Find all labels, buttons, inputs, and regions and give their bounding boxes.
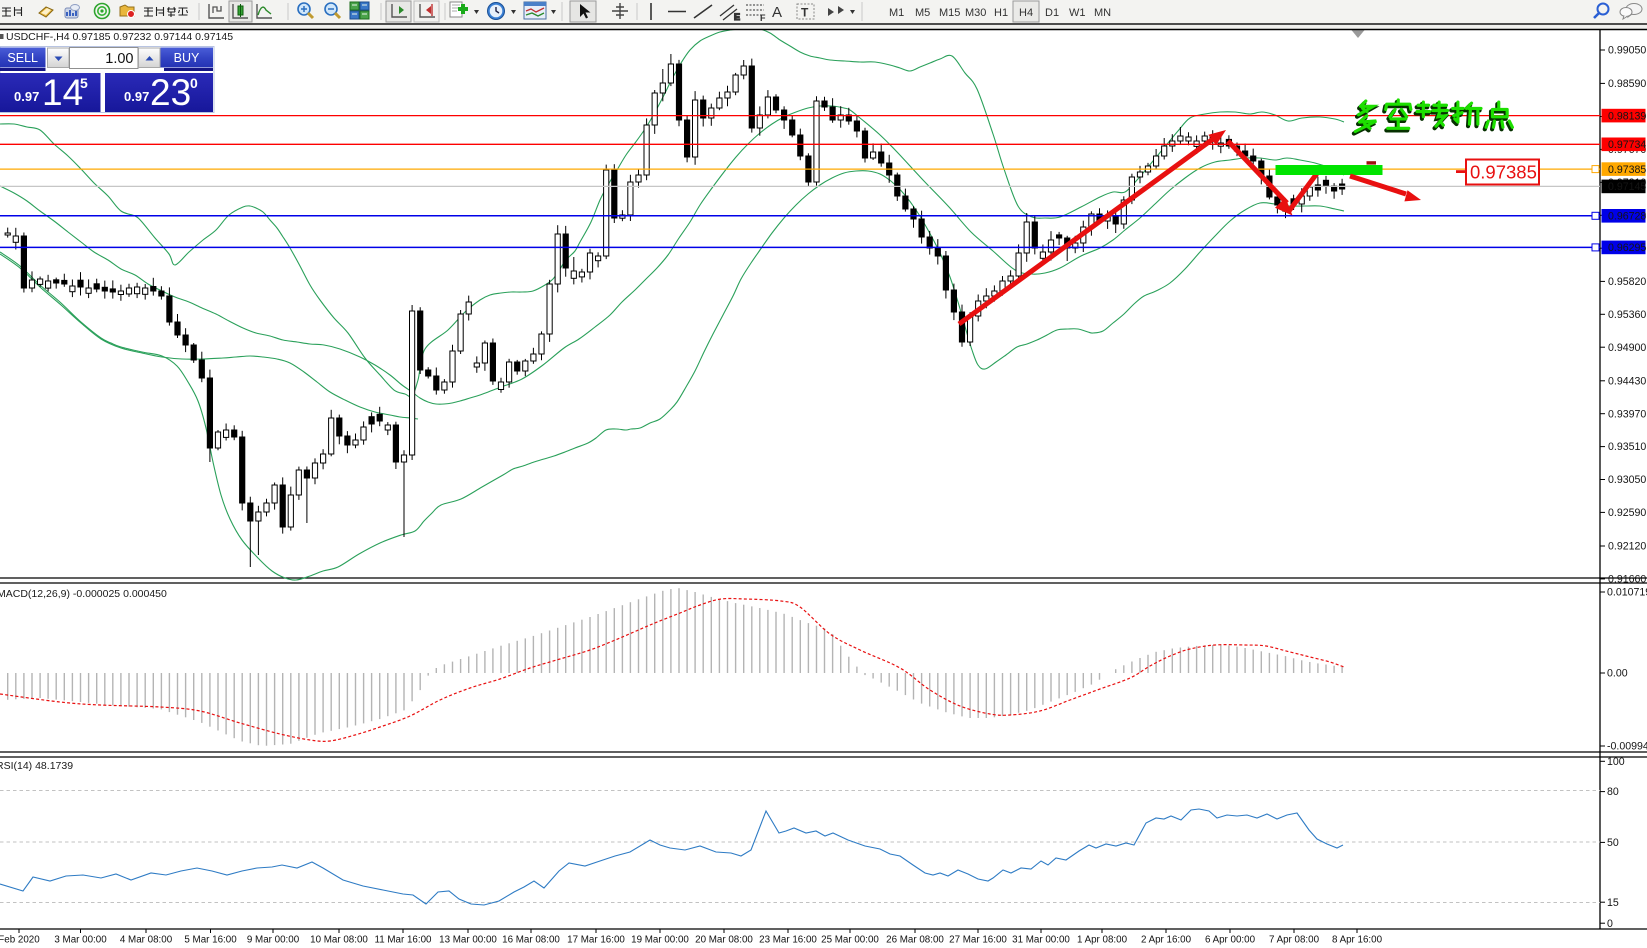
- svg-text:W1: W1: [1069, 7, 1086, 19]
- svg-text:23: 23: [150, 72, 191, 113]
- svg-text:5 Mar 16:00: 5 Mar 16:00: [184, 935, 237, 946]
- svg-text:20 Mar 08:00: 20 Mar 08:00: [695, 935, 753, 946]
- svg-text:0.95820: 0.95820: [1608, 276, 1646, 288]
- svg-text:0.94900: 0.94900: [1608, 342, 1646, 354]
- svg-text:0.97385: 0.97385: [1608, 164, 1646, 176]
- svg-text:14: 14: [42, 72, 83, 113]
- svg-text:0.92120: 0.92120: [1608, 541, 1646, 553]
- svg-text:0.91660: 0.91660: [1608, 574, 1646, 586]
- svg-text:0.94430: 0.94430: [1608, 375, 1646, 387]
- svg-text:15: 15: [1607, 897, 1619, 909]
- svg-text:100: 100: [1607, 756, 1625, 768]
- svg-text:0.98590: 0.98590: [1608, 78, 1646, 90]
- svg-text:0.98139: 0.98139: [1608, 110, 1646, 122]
- svg-text:50: 50: [1607, 837, 1619, 849]
- svg-text:0.96728: 0.96728: [1608, 211, 1646, 223]
- svg-text:0.92590: 0.92590: [1608, 507, 1646, 519]
- svg-text:0.010719: 0.010719: [1607, 587, 1647, 599]
- svg-text:M15: M15: [939, 7, 960, 19]
- svg-text:10 Mar 08:00: 10 Mar 08:00: [310, 935, 368, 946]
- svg-text:1 Apr 08:00: 1 Apr 08:00: [1077, 935, 1128, 946]
- svg-text:A: A: [772, 4, 782, 21]
- svg-text:80: 80: [1607, 786, 1619, 798]
- svg-text:17 Mar 16:00: 17 Mar 16:00: [567, 935, 625, 946]
- svg-text:25 Mar 00:00: 25 Mar 00:00: [821, 935, 879, 946]
- svg-text:0.97734: 0.97734: [1608, 139, 1646, 151]
- svg-text:0.93970: 0.93970: [1608, 408, 1646, 420]
- svg-text:0: 0: [190, 75, 198, 91]
- svg-text:0.97385: 0.97385: [1470, 162, 1537, 183]
- svg-text:0.93050: 0.93050: [1608, 474, 1646, 486]
- svg-text:MN: MN: [1094, 7, 1111, 19]
- svg-text:27 Mar 16:00: 27 Mar 16:00: [949, 935, 1007, 946]
- svg-text:RSI(14) 48.1739: RSI(14) 48.1739: [0, 760, 73, 772]
- svg-text:M5: M5: [915, 7, 930, 19]
- svg-text:M30: M30: [965, 7, 986, 19]
- svg-text:3 Mar 00:00: 3 Mar 00:00: [54, 935, 107, 946]
- svg-text:SELL: SELL: [7, 51, 38, 65]
- svg-text:M1: M1: [889, 7, 904, 19]
- svg-text:0.97145: 0.97145: [1608, 181, 1646, 193]
- svg-text:T: T: [801, 6, 809, 20]
- svg-text:7 Apr 08:00: 7 Apr 08:00: [1269, 935, 1320, 946]
- svg-text:31 Mar 00:00: 31 Mar 00:00: [1012, 935, 1070, 946]
- svg-text:D1: D1: [1045, 7, 1059, 19]
- svg-text:Feb 2020: Feb 2020: [0, 935, 40, 946]
- svg-text:16 Mar 08:00: 16 Mar 08:00: [502, 935, 560, 946]
- svg-text:13 Mar 00:00: 13 Mar 00:00: [439, 935, 497, 946]
- svg-text:23 Mar 16:00: 23 Mar 16:00: [759, 935, 817, 946]
- svg-text:H4: H4: [1019, 7, 1033, 19]
- svg-text:E: E: [734, 12, 740, 22]
- svg-text:MACD(12,26,9) -0.000025 0.0004: MACD(12,26,9) -0.000025 0.000450: [0, 588, 167, 600]
- svg-text:0: 0: [1607, 918, 1613, 930]
- svg-text:5: 5: [80, 75, 88, 91]
- svg-text:0.99050: 0.99050: [1608, 45, 1646, 57]
- svg-text:F: F: [760, 13, 766, 23]
- svg-text:0.95360: 0.95360: [1608, 309, 1646, 321]
- svg-text:11 Mar 16:00: 11 Mar 16:00: [374, 935, 432, 946]
- svg-text:H1: H1: [994, 7, 1008, 19]
- svg-text:9 Mar 00:00: 9 Mar 00:00: [247, 935, 300, 946]
- svg-text:2 Apr 16:00: 2 Apr 16:00: [1141, 935, 1192, 946]
- svg-text:6 Apr 00:00: 6 Apr 00:00: [1205, 935, 1256, 946]
- svg-text:26 Mar 08:00: 26 Mar 08:00: [886, 935, 944, 946]
- svg-text:BUY: BUY: [174, 51, 200, 65]
- svg-text:-0.009944: -0.009944: [1607, 741, 1647, 753]
- svg-text:1.00: 1.00: [105, 51, 133, 67]
- svg-text:0.96295: 0.96295: [1608, 242, 1646, 254]
- svg-text:0.00: 0.00: [1607, 668, 1628, 680]
- svg-text:0.97: 0.97: [124, 89, 149, 104]
- svg-text:0.97: 0.97: [14, 89, 39, 104]
- svg-text:0.93510: 0.93510: [1608, 441, 1646, 453]
- svg-text:8 Apr 16:00: 8 Apr 16:00: [1332, 935, 1383, 946]
- svg-text:USDCHF-,H4 0.97185 0.97232 0.: USDCHF-,H4 0.97185 0.97232 0.97144 0.971…: [6, 31, 233, 43]
- svg-text:19 Mar 00:00: 19 Mar 00:00: [631, 935, 689, 946]
- svg-text:4 Mar 08:00: 4 Mar 08:00: [120, 935, 173, 946]
